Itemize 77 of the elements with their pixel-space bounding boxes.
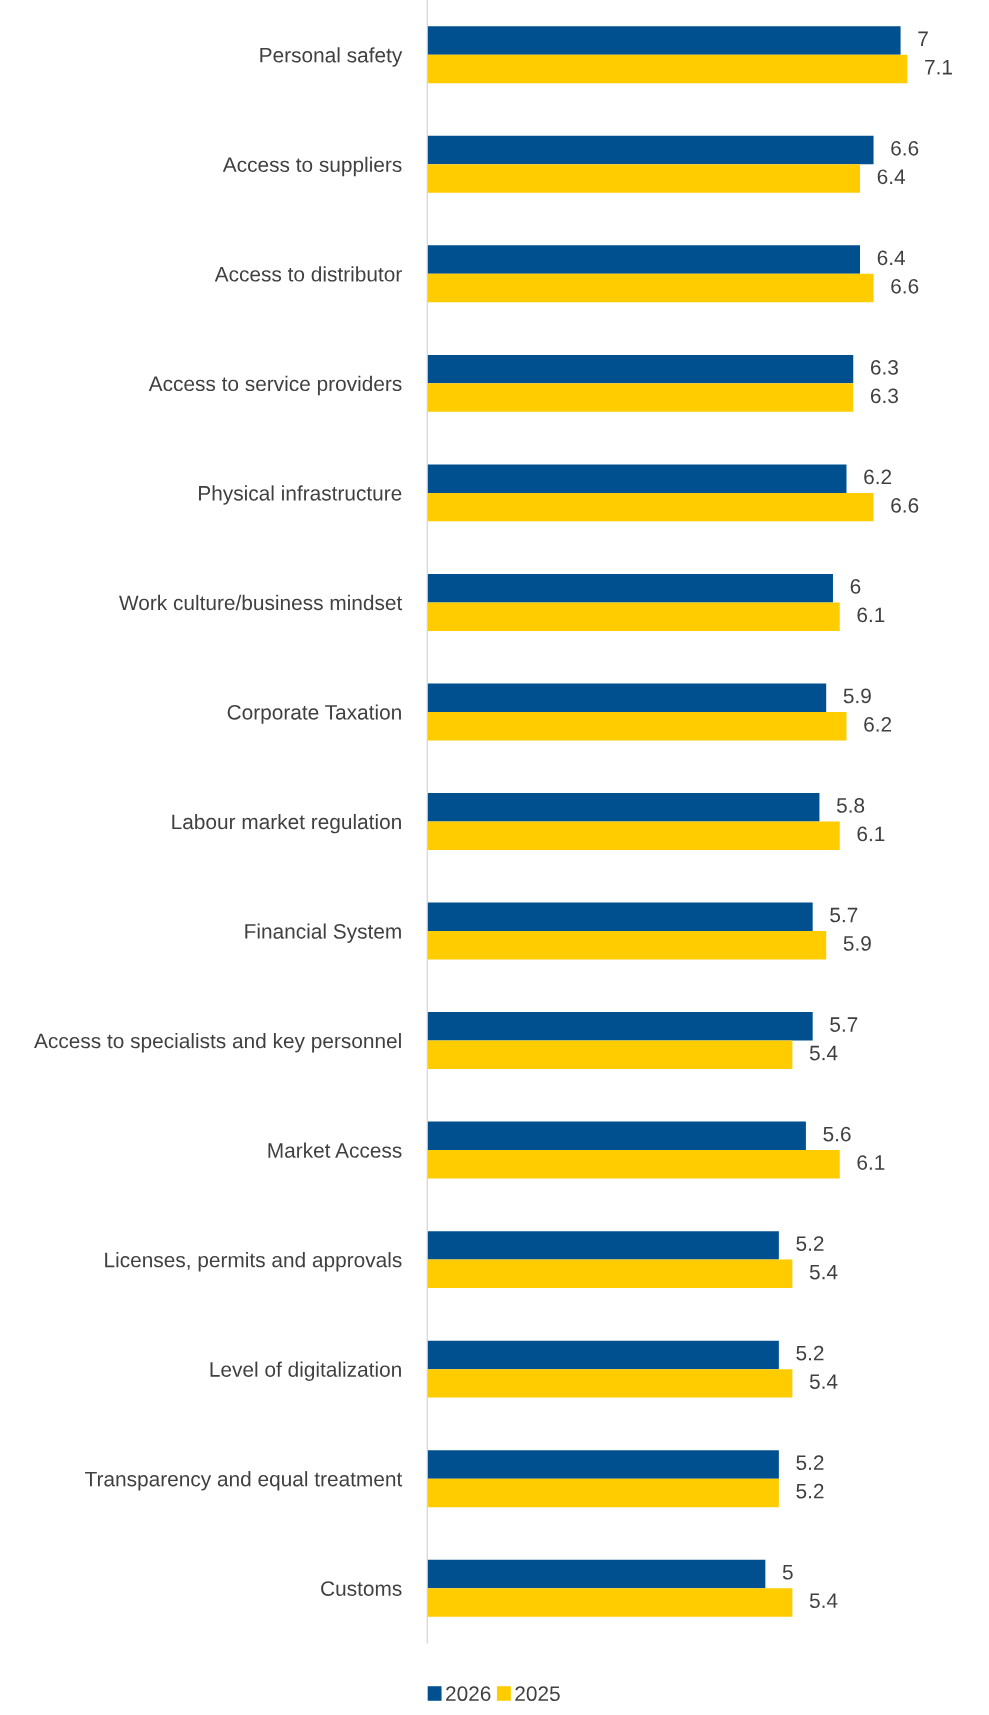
y-tick-label: Level of digitalization [210, 1361, 401, 1382]
data-label: 6.6 [891, 140, 919, 156]
y-tick-label: Customs [321, 1581, 402, 1596]
bar [427, 164, 861, 193]
bar [427, 1559, 766, 1589]
data-label: 5.4 [809, 1045, 838, 1061]
y-tick-label: Access to specialists and key personnel [34, 1033, 401, 1053]
data-label: 5.7 [830, 907, 858, 923]
data-label: 5.9 [843, 688, 871, 704]
data-label: 6.1 [857, 1155, 885, 1170]
data-label: 6.1 [857, 607, 885, 623]
legend-label: 2026 [446, 1686, 491, 1702]
y-tick-label: Market Access [268, 1142, 402, 1158]
bar [427, 245, 861, 274]
bar [427, 1340, 779, 1370]
bar [427, 1231, 779, 1260]
bar [427, 54, 908, 84]
y-tick-label: Licenses, permits and approvals [105, 1252, 402, 1272]
bar [427, 821, 840, 850]
legend-label: 2025 [515, 1686, 560, 1702]
bar [427, 573, 833, 603]
data-label: 5 [782, 1565, 793, 1580]
bar [427, 683, 827, 712]
bar [427, 273, 874, 303]
data-label: 6.2 [864, 717, 892, 732]
data-label: 6.6 [891, 497, 919, 513]
bar [427, 711, 847, 741]
y-tick-label: Transparency and equal treatment [85, 1471, 403, 1491]
y-tick-label: Corporate Taxation [227, 704, 401, 724]
data-label: 6.1 [857, 826, 885, 842]
bar [427, 383, 854, 412]
bar [427, 602, 840, 631]
data-label: 5.4 [809, 1374, 838, 1389]
bar [427, 1588, 793, 1617]
data-label: 7 [918, 31, 928, 46]
bar [427, 1012, 813, 1041]
bar [427, 1121, 806, 1151]
y-tick-label: Personal safety [260, 47, 403, 67]
data-label: 5.9 [843, 936, 871, 951]
y-tick-label: Labour market regulation [172, 813, 401, 834]
y-tick-label: Access to service providers [148, 375, 402, 396]
data-label: 6.4 [877, 169, 906, 185]
bar [427, 793, 820, 822]
bar [427, 492, 874, 522]
data-label: 5.2 [796, 1455, 824, 1471]
data-label: 5.8 [836, 798, 865, 813]
bar [427, 1150, 840, 1179]
data-label: 6.3 [870, 388, 898, 404]
bar [427, 1450, 779, 1479]
data-label: 6.4 [877, 250, 906, 266]
bar [427, 26, 901, 55]
data-label: 6.3 [870, 359, 898, 375]
bar [427, 1040, 793, 1070]
y-tick-label: Access to suppliers [222, 156, 402, 177]
data-label: 5.2 [796, 1236, 824, 1251]
bar [427, 354, 854, 384]
data-label: 6.6 [891, 278, 919, 294]
bar [427, 464, 847, 493]
data-label: 6 [850, 579, 861, 594]
bar [427, 1478, 779, 1508]
data-label: 5.2 [796, 1483, 824, 1499]
data-label: 6.2 [864, 469, 892, 485]
bar [427, 1259, 793, 1289]
y-tick-label: Financial System [245, 923, 401, 943]
bar [427, 135, 874, 165]
bar [427, 902, 813, 932]
bar [427, 1369, 793, 1398]
bar [427, 931, 827, 960]
data-label: 5.2 [796, 1345, 824, 1361]
y-tick-label: Access to distributor [214, 266, 402, 282]
data-label: 5.4 [809, 1264, 838, 1280]
data-label: 5.6 [823, 1126, 851, 1142]
data-label: 5.4 [809, 1593, 838, 1609]
y-tick-label: Work culture/business mindset [119, 594, 403, 611]
y-tick-label: Physical infrastructure [199, 485, 402, 505]
data-label: 5.7 [830, 1017, 858, 1032]
data-label: 7.1 [925, 60, 952, 75]
